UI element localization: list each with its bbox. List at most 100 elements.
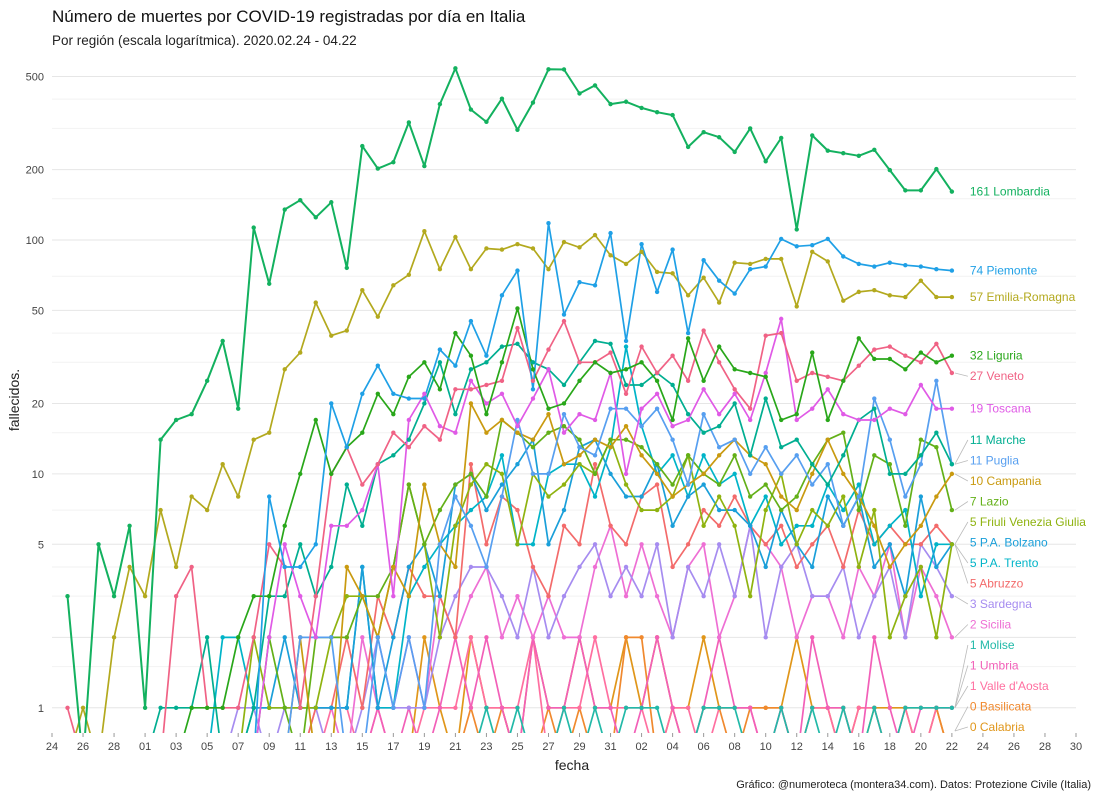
data-point: [453, 430, 458, 435]
data-point: [437, 437, 443, 442]
data-point: [779, 256, 784, 262]
data-point: [716, 635, 722, 640]
data-point: [515, 430, 520, 435]
data-point: [561, 382, 567, 388]
data-point: [375, 635, 381, 640]
data-point: [530, 360, 536, 365]
data-point: [716, 445, 722, 450]
data-point: [313, 215, 318, 220]
x-tick-label: 18: [884, 741, 896, 753]
data-point: [623, 494, 629, 499]
data-point: [747, 523, 753, 528]
data-point: [561, 507, 567, 513]
x-tick-label: 30: [1070, 741, 1082, 753]
label-connector: [954, 544, 969, 584]
data-point: [577, 564, 582, 570]
data-point: [810, 243, 815, 248]
data-point: [872, 356, 877, 362]
data-point: [685, 542, 691, 547]
data-point: [375, 705, 381, 710]
data-point: [142, 593, 148, 599]
data-point: [282, 635, 287, 640]
data-point: [872, 542, 877, 547]
data-point: [592, 705, 598, 710]
data-point: [499, 293, 505, 298]
data-point: [127, 564, 132, 570]
data-point: [654, 482, 660, 487]
data-point: [732, 401, 737, 406]
data-point: [747, 267, 753, 272]
data-point: [701, 328, 706, 333]
data-point: [918, 461, 924, 467]
x-tick-label: 08: [729, 741, 741, 753]
data-point: [499, 96, 505, 101]
data-point: [794, 378, 799, 384]
x-tick-label: 25: [511, 741, 523, 753]
data-point: [499, 378, 505, 384]
data-point: [887, 344, 893, 349]
data-point: [546, 705, 551, 710]
data-point: [716, 482, 722, 487]
data-point: [716, 453, 722, 458]
data-point: [716, 344, 722, 349]
series-end-label: 0 Basilicata: [970, 700, 1032, 714]
data-point: [903, 188, 908, 193]
data-point: [530, 564, 536, 570]
data-point: [468, 482, 474, 487]
data-point: [903, 471, 908, 477]
series-line-valle-d-aosta: [323, 636, 952, 733]
data-point: [872, 396, 877, 401]
data-point: [530, 367, 536, 372]
data-point: [872, 264, 877, 269]
data-point: [235, 494, 241, 499]
series-points: [65, 66, 955, 710]
series-lines: [66, 67, 953, 733]
series-line-p-a-bolzano: [245, 438, 953, 733]
data-point: [732, 367, 737, 372]
data-point: [949, 353, 955, 358]
data-point: [468, 367, 474, 372]
data-point: [794, 304, 799, 309]
data-point: [111, 635, 117, 640]
data-point: [747, 453, 753, 458]
data-point: [235, 635, 241, 640]
data-point: [934, 494, 939, 499]
data-point: [577, 280, 582, 285]
data-point: [298, 542, 303, 547]
data-point: [592, 564, 598, 570]
data-point: [623, 99, 629, 104]
data-point: [918, 564, 924, 570]
data-point: [654, 507, 660, 513]
data-point: [437, 267, 443, 272]
data-point: [189, 494, 194, 499]
data-point: [934, 523, 939, 528]
data-point: [577, 411, 582, 417]
data-point: [623, 542, 629, 547]
data-point: [779, 135, 784, 141]
data-point: [499, 247, 505, 252]
series-line-piemonte: [254, 222, 952, 733]
x-tick-label: 21: [449, 741, 461, 753]
data-point: [515, 241, 520, 247]
data-point: [810, 370, 815, 376]
data-point: [856, 705, 861, 710]
data-point: [267, 430, 272, 435]
data-point: [437, 387, 443, 392]
label-connector: [954, 544, 969, 564]
data-point: [810, 507, 815, 513]
data-point: [887, 356, 893, 362]
data-point: [716, 278, 722, 283]
data-point: [810, 133, 815, 138]
data-point: [934, 635, 939, 640]
data-point: [468, 267, 474, 272]
data-point: [903, 705, 908, 710]
data-point: [298, 197, 303, 203]
data-point: [732, 471, 737, 477]
data-point: [499, 705, 505, 710]
data-point: [654, 635, 660, 640]
data-point: [406, 445, 412, 450]
data-point: [887, 461, 893, 467]
data-point: [235, 406, 241, 411]
data-point: [592, 232, 598, 238]
data-point: [204, 378, 210, 384]
